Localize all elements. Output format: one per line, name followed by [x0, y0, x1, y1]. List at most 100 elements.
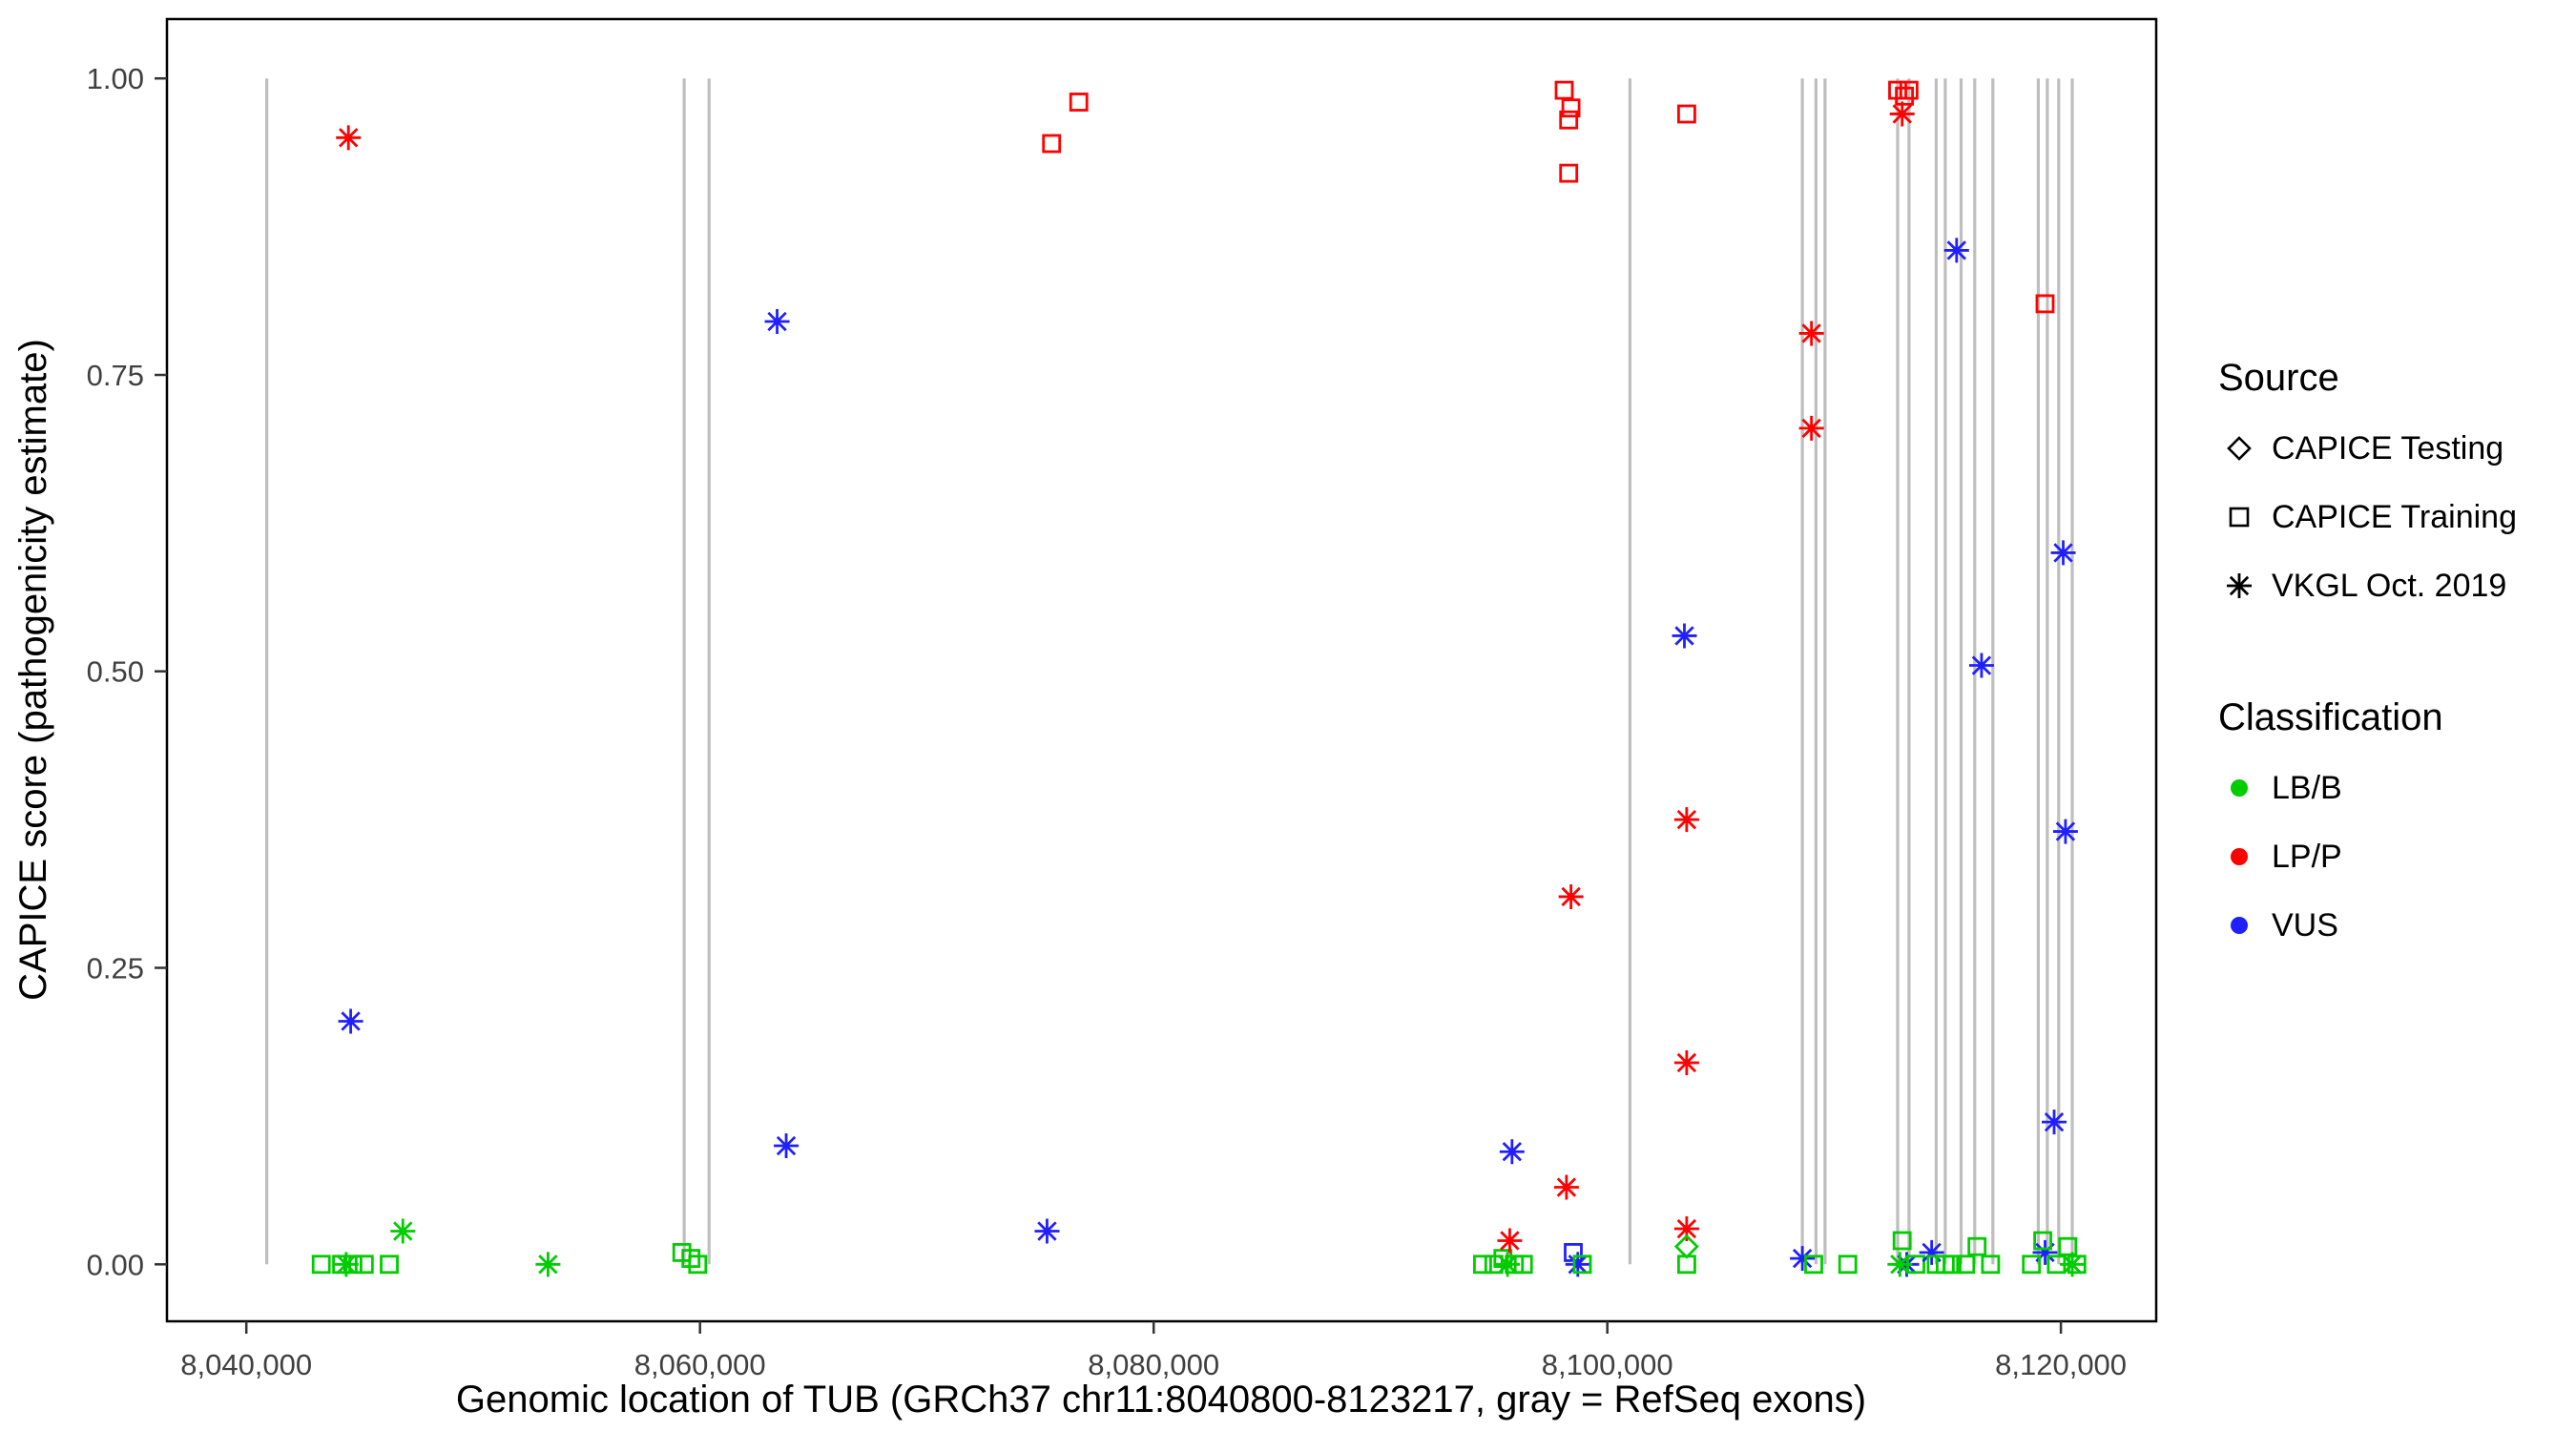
data-point — [1034, 1218, 1060, 1244]
legend-label-lbb: LB/B — [2272, 769, 2342, 806]
data-point — [1561, 98, 1581, 118]
data-point — [688, 1255, 708, 1275]
y-tick-label: 0.25 — [87, 952, 144, 985]
legend-source-title: Source — [2218, 357, 2339, 399]
x-tick-label: 8,040,000 — [180, 1348, 312, 1381]
data-point — [1553, 1174, 1579, 1200]
x-axis-title: Genomic location of TUB (GRCh37 chr11:80… — [456, 1379, 1866, 1421]
x-tick-label: 8,100,000 — [1542, 1348, 1673, 1381]
data-point — [1967, 1236, 1987, 1256]
data-point — [1888, 80, 1907, 100]
legend-item-vkgl: VKGL Oct. 2019 — [2218, 551, 2517, 620]
plot-panel-border — [165, 17, 2158, 1323]
green-dot-icon — [2231, 779, 2248, 797]
data-point — [380, 1255, 399, 1275]
legend-classification-title: Classification — [2218, 696, 2443, 738]
data-point — [1887, 1252, 1913, 1277]
data-point — [1790, 1246, 1816, 1272]
data-point — [535, 1252, 561, 1277]
data-point — [1956, 1255, 1976, 1275]
data-point — [774, 1133, 800, 1159]
legend-item-lpp: LP/P — [2218, 822, 2517, 891]
data-point — [1838, 1255, 1858, 1275]
data-point — [1495, 1252, 1521, 1277]
data-point — [354, 1255, 374, 1275]
data-point — [1942, 1255, 1962, 1275]
data-point — [2060, 1252, 2086, 1277]
data-point — [1677, 104, 1696, 124]
data-point — [1559, 110, 1579, 130]
data-point — [2050, 540, 2076, 566]
data-point — [1889, 101, 1915, 127]
x-tick-label: 8,060,000 — [634, 1348, 766, 1381]
data-point — [1895, 86, 1914, 106]
x-axis: 8,040,000 8,060,000 8,080,000 8,100,000 8,12… — [180, 1321, 2127, 1381]
data-point — [1798, 415, 1824, 441]
y-tick-label: 0.75 — [87, 359, 144, 392]
y-axis-title: CAPICE score (pathogenicity estimate) — [12, 339, 54, 1001]
data-point — [1677, 1255, 1696, 1275]
y-tick-label: 1.00 — [87, 62, 144, 95]
data-point — [2052, 819, 2078, 844]
data-point — [681, 1249, 701, 1268]
legend-item-vus: VUS — [2218, 891, 2517, 960]
y-axis: 0.00 0.25 0.50 0.75 1.00 — [87, 62, 167, 1281]
exon-lines-layer — [265, 78, 2074, 1265]
square-open-icon — [2229, 507, 2250, 528]
legend-label-capice-testing: CAPICE Testing — [2272, 429, 2504, 467]
data-point — [1900, 80, 1919, 100]
data-point — [2033, 1231, 2053, 1251]
data-point — [1804, 1255, 1823, 1275]
data-point — [1554, 80, 1574, 100]
x-tick-label: 8,120,000 — [1995, 1348, 2127, 1381]
data-point — [2058, 1236, 2078, 1256]
asterisk-icon — [2227, 573, 2252, 598]
data-point — [1981, 1255, 2001, 1275]
legend-label-lpp: LP/P — [2272, 838, 2342, 875]
data-point — [338, 1008, 364, 1034]
data-point — [1968, 653, 1994, 678]
data-point — [1672, 623, 1697, 649]
legend-label-capice-training: CAPICE Training — [2272, 498, 2517, 535]
data-point — [1499, 1139, 1525, 1165]
data-point — [764, 309, 790, 335]
data-point — [2022, 1255, 2042, 1275]
data-point — [1565, 1252, 1590, 1277]
data-point — [2032, 1239, 2058, 1265]
data-point — [1572, 1255, 1592, 1275]
legend: Source CAPICE Testing CAPICE Training VK… — [2218, 355, 2517, 960]
data-point — [1069, 93, 1089, 112]
data-point — [1558, 883, 1584, 909]
data-point — [336, 125, 362, 151]
data-point — [1673, 1049, 1699, 1075]
data-point — [2035, 294, 2055, 314]
legend-label-vus: VUS — [2272, 906, 2338, 944]
data-point — [1473, 1255, 1492, 1275]
data-point — [1493, 1249, 1513, 1268]
points-layer — [311, 80, 2087, 1277]
data-point — [1919, 1239, 1944, 1265]
data-point — [333, 1252, 359, 1277]
data-point — [1559, 163, 1579, 183]
legend-item-lbb: LB/B — [2218, 754, 2517, 822]
data-point — [1892, 1231, 1912, 1251]
data-point — [1497, 1228, 1523, 1254]
data-point — [2042, 1110, 2067, 1135]
legend-item-capice-training: CAPICE Training — [2218, 483, 2517, 551]
red-dot-icon — [2231, 848, 2248, 865]
blue-dot-icon — [2231, 917, 2248, 934]
y-tick-label: 0.00 — [87, 1248, 144, 1281]
x-tick-label: 8,080,000 — [1088, 1348, 1219, 1381]
data-point — [1673, 1216, 1699, 1242]
y-tick-label: 0.50 — [87, 655, 144, 689]
data-point — [1798, 321, 1824, 346]
data-point — [1042, 134, 1062, 154]
data-point — [390, 1218, 416, 1244]
legend-item-capice-testing: CAPICE Testing — [2218, 414, 2517, 483]
data-point — [1906, 1255, 1925, 1275]
data-point — [1673, 807, 1699, 833]
diamond-open-icon — [2227, 436, 2252, 461]
legend-label-vkgl: VKGL Oct. 2019 — [2272, 567, 2507, 604]
